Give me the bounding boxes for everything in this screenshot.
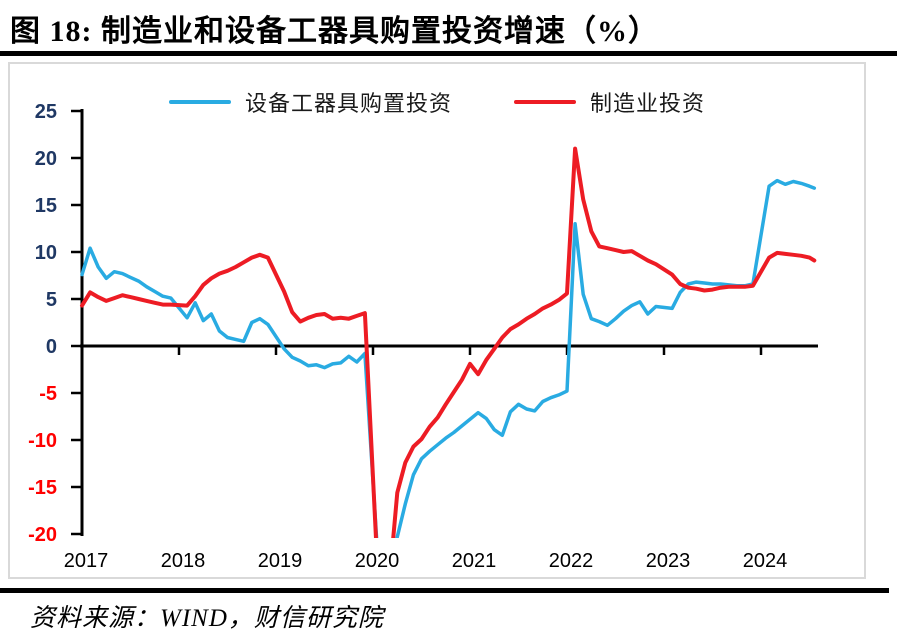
title-rule [0, 51, 897, 56]
series-line-manufacturing [80, 146, 817, 538]
x-tick-label: 2018 [161, 550, 206, 572]
y-tick-label: -5 [39, 383, 57, 405]
legend-line-red-icon [514, 100, 576, 104]
x-tick-label: 2022 [549, 550, 594, 572]
y-tick-label: -20 [28, 524, 57, 546]
legend-line-blue-icon [168, 100, 231, 104]
plot-area: 25 20 15 10 5 0 -5 -10 -15 -20 2017 2018 2019 2020 202… [28, 101, 818, 572]
x-tick-label: 2021 [452, 550, 497, 572]
x-tick-label: 2019 [258, 550, 303, 572]
legend-label-equipment: 设备工器具购置投资 [244, 91, 452, 116]
y-tick-label: 15 [35, 195, 57, 217]
legend-item-equipment: 设备工器具购置投资 [168, 86, 452, 118]
x-tick-label: 2017 [64, 550, 109, 572]
y-tick-label: 10 [35, 242, 57, 264]
legend-item-manufacturing: 制造业投资 [514, 86, 705, 118]
y-tick-label: -10 [28, 430, 57, 452]
source-note: 资料来源：WIND，财信研究院 [30, 605, 384, 632]
x-tick-label: 2024 [743, 550, 788, 572]
chart-panel: 25 20 15 10 5 0 -5 -10 -15 -20 2017 2018 2019 2020 202… [8, 62, 866, 579]
y-tick-label: 20 [35, 148, 57, 170]
y-tick-label: 0 [46, 336, 57, 358]
series-line-equipment [80, 178, 817, 538]
y-tick-label: 5 [46, 289, 57, 311]
x-tick-label: 2023 [646, 550, 691, 572]
footer-rule [0, 588, 889, 593]
legend-label-manufacturing: 制造业投资 [590, 91, 706, 116]
y-tick-label: -15 [28, 477, 57, 499]
y-tick-label: 25 [35, 101, 57, 123]
figure-title: 图 18: 制造业和设备工器具购置投资增速（%） [10, 15, 659, 48]
chart-legend: 设备工器具购置投资 制造业投资 [10, 86, 864, 118]
x-tick-label: 2020 [355, 550, 400, 572]
